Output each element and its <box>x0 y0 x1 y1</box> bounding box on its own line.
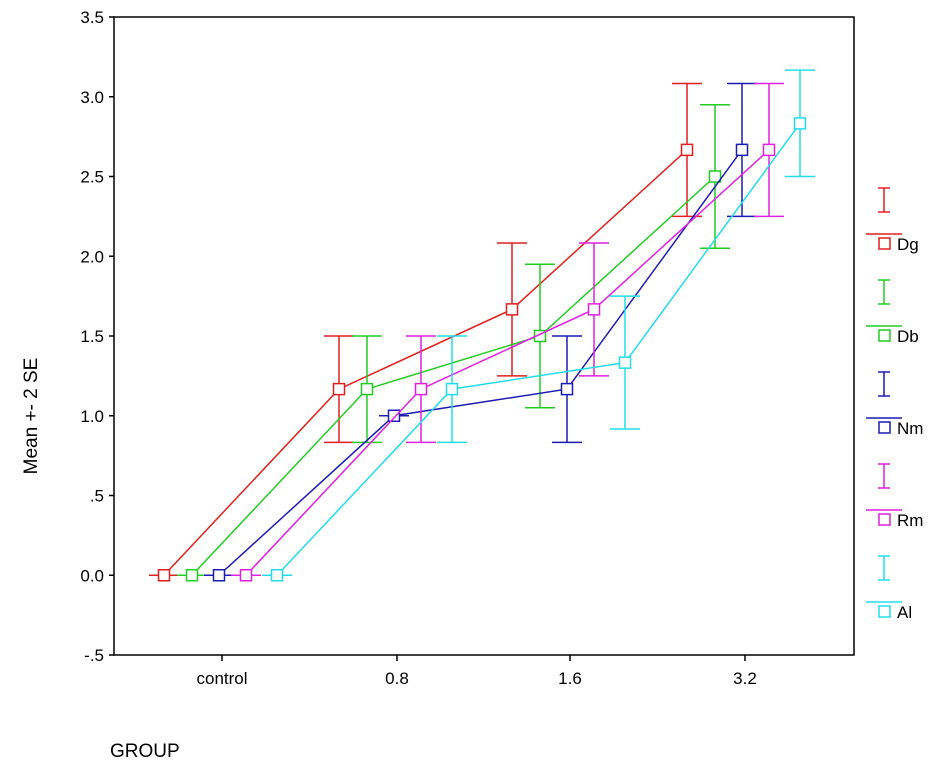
plot-frame <box>113 16 855 656</box>
data-point <box>708 170 722 183</box>
series-nm <box>204 82 757 582</box>
data-point <box>360 382 374 396</box>
legend-item-nm: Nm <box>866 371 923 438</box>
legend-marker-icon <box>878 605 891 618</box>
legend-label: Rm <box>897 511 923 530</box>
legend-label: Al <box>897 603 912 622</box>
series-line <box>191 175 716 576</box>
x-axis: control 0.8 1.6 3.2 <box>196 655 757 688</box>
y-tick-label: 3.5 <box>80 8 104 27</box>
data-point <box>270 569 284 582</box>
x-tick-label: control <box>196 669 247 688</box>
series-layer <box>149 69 815 582</box>
x-tick-label: 1.6 <box>558 669 582 688</box>
legend-item-al: Al <box>866 555 912 622</box>
legend-label: Dg <box>897 235 919 254</box>
y-axis-title: Mean +- 2 SE <box>21 358 42 475</box>
legend: Dg Db Nm Rm Al <box>866 187 923 622</box>
x-tick-label: 0.8 <box>385 669 409 688</box>
series-rm <box>231 82 784 582</box>
data-point <box>793 117 807 130</box>
x-axis-title: GROUP <box>110 741 180 761</box>
x-tick-label: 3.2 <box>733 669 757 688</box>
y-tick-label: 2.0 <box>80 247 104 266</box>
series-al <box>262 69 815 582</box>
y-tick-label: 1.0 <box>80 407 104 426</box>
series-db <box>177 103 730 582</box>
legend-label: Db <box>897 327 919 346</box>
data-point <box>735 143 749 157</box>
data-point <box>239 569 253 582</box>
data-point <box>212 569 226 582</box>
series-line <box>276 122 801 576</box>
legend-marker-icon <box>878 237 891 250</box>
data-point <box>445 382 459 396</box>
legend-item-db: Db <box>866 279 919 346</box>
legend-marker-icon <box>878 421 891 434</box>
legend-label: Nm <box>897 419 923 438</box>
y-tick-label: 1.5 <box>80 327 104 346</box>
data-point <box>157 569 171 582</box>
legend-item-dg: Dg <box>866 187 919 254</box>
y-tick-label: .5 <box>90 487 104 506</box>
legend-marker-icon <box>878 329 891 342</box>
series-dg <box>149 82 702 582</box>
series-line <box>245 149 770 576</box>
series-line <box>163 149 688 576</box>
data-point <box>185 569 199 582</box>
series-line <box>218 149 743 576</box>
data-point <box>680 143 694 157</box>
data-point <box>332 382 346 396</box>
y-tick-label: 3.0 <box>80 88 104 107</box>
y-tick-label: 2.5 <box>80 168 104 187</box>
data-point <box>587 303 601 316</box>
y-tick-label: -.5 <box>84 646 104 665</box>
data-point <box>762 143 776 157</box>
data-point <box>414 382 428 396</box>
legend-marker-icon <box>878 513 891 526</box>
y-axis: -.5 0.0 .5 1.0 1.5 2.0 2.5 3.0 3.5 <box>80 8 114 665</box>
data-point <box>618 356 632 369</box>
data-point <box>387 409 401 422</box>
data-point <box>505 303 519 316</box>
data-point <box>560 382 574 396</box>
legend-item-rm: Rm <box>866 463 923 530</box>
y-tick-label: 0.0 <box>80 566 104 585</box>
